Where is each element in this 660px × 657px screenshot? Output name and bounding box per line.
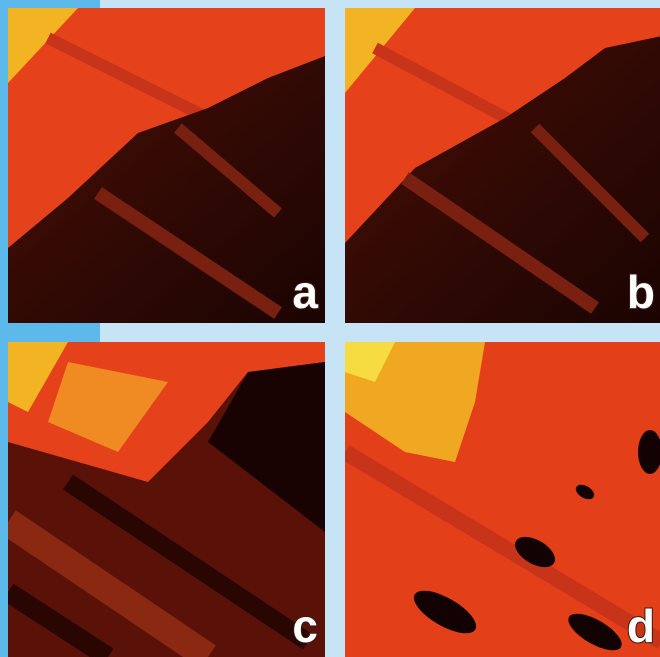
figure: a b c d [0,0,660,657]
page: a b c d (() => { const data = JSON.par [0,0,660,657]
panel: b [345,8,660,323]
panel-label: c [292,600,318,652]
panel-label: a [292,266,318,318]
panel: c [8,342,325,657]
panel: a [8,8,325,323]
side-strip [0,0,8,657]
panel: d [345,342,660,657]
panel-label: b [627,266,655,318]
panel-label: d [627,600,655,652]
